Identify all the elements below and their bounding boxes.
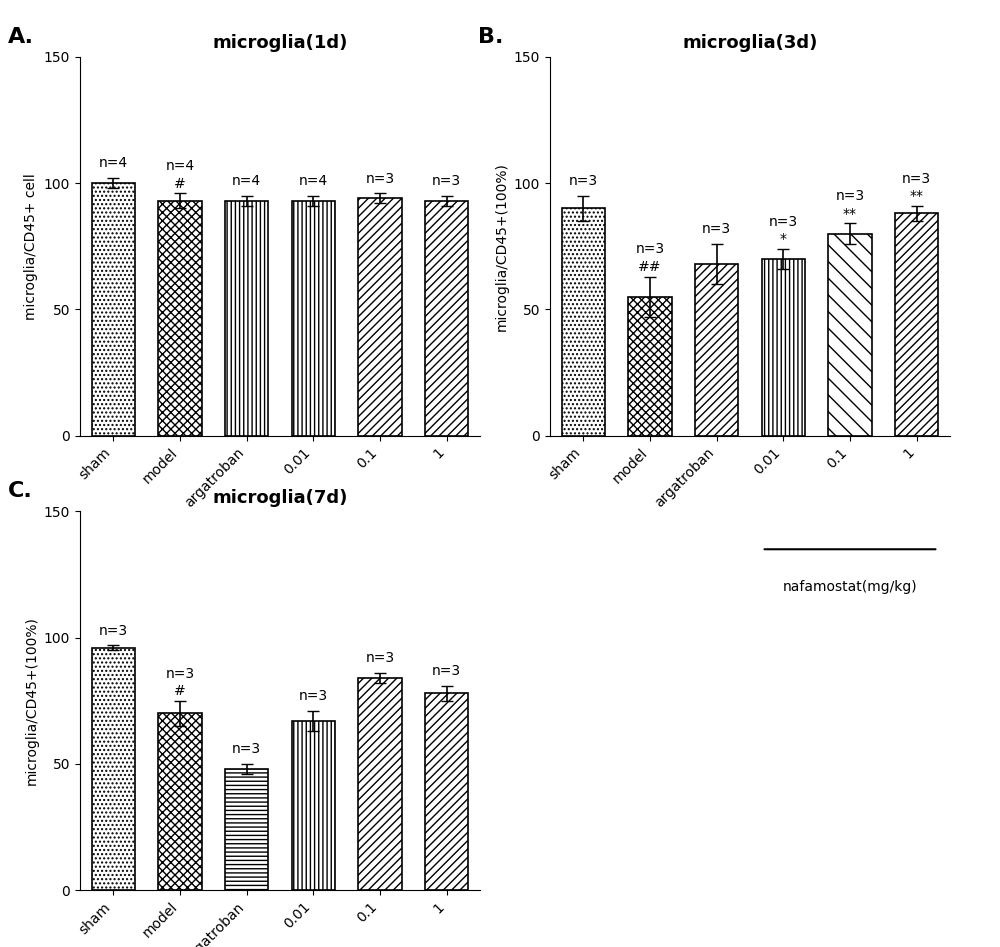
Text: A.: A. — [8, 27, 34, 46]
Bar — [292, 721, 335, 890]
Bar — [225, 769, 268, 890]
Text: n=4: n=4 — [299, 174, 328, 188]
Text: B.: B. — [478, 27, 503, 46]
Text: n=3: n=3 — [702, 223, 731, 236]
Text: n=3: n=3 — [432, 664, 461, 678]
Title: microglia(1d): microglia(1d) — [212, 34, 348, 52]
Text: **: ** — [910, 189, 924, 204]
Text: #: # — [174, 685, 186, 698]
Bar — [158, 201, 202, 436]
Bar — [895, 213, 938, 436]
Text: *: * — [780, 232, 787, 246]
Y-axis label: microglia/CD45+(100%): microglia/CD45+(100%) — [24, 616, 38, 785]
Bar — [292, 201, 335, 436]
Text: n=3: n=3 — [365, 171, 395, 186]
Text: n=3: n=3 — [99, 624, 128, 637]
Title: microglia(7d): microglia(7d) — [212, 489, 348, 507]
Text: **: ** — [843, 207, 857, 221]
Title: microglia(3d): microglia(3d) — [682, 34, 818, 52]
Text: n=4: n=4 — [232, 174, 261, 188]
Text: n=3: n=3 — [902, 171, 931, 186]
Bar — [628, 296, 672, 436]
Bar — [92, 183, 135, 436]
Bar — [358, 678, 402, 890]
Bar — [762, 259, 805, 436]
Text: n=3: n=3 — [835, 189, 865, 204]
Text: n=3: n=3 — [769, 215, 798, 228]
Text: n=4: n=4 — [99, 156, 128, 170]
Bar — [562, 208, 605, 436]
Bar — [158, 713, 202, 890]
Bar — [695, 264, 738, 436]
Text: C.: C. — [8, 481, 33, 501]
Text: nafamostat(mg/kg): nafamostat(mg/kg) — [783, 580, 917, 594]
Text: n=3: n=3 — [635, 242, 665, 257]
Y-axis label: microglia/CD45+ cell: microglia/CD45+ cell — [24, 173, 38, 319]
Text: n=3: n=3 — [232, 742, 261, 757]
Bar — [225, 201, 268, 436]
Text: n=3: n=3 — [365, 652, 395, 666]
Text: n=3: n=3 — [165, 667, 195, 681]
Text: ##: ## — [638, 260, 662, 274]
Text: n=3: n=3 — [432, 174, 461, 188]
Bar — [92, 648, 135, 890]
Bar — [425, 201, 468, 436]
Text: n=3: n=3 — [299, 689, 328, 704]
Text: n=3: n=3 — [569, 174, 598, 188]
Bar — [358, 198, 402, 436]
Bar — [425, 693, 468, 890]
Text: #: # — [174, 177, 186, 190]
Y-axis label: microglia/CD45+(100%): microglia/CD45+(100%) — [494, 162, 508, 331]
Text: n=4: n=4 — [165, 159, 195, 173]
Bar — [828, 234, 872, 436]
Text: nafamostat(mg/kg): nafamostat(mg/kg) — [313, 580, 447, 594]
